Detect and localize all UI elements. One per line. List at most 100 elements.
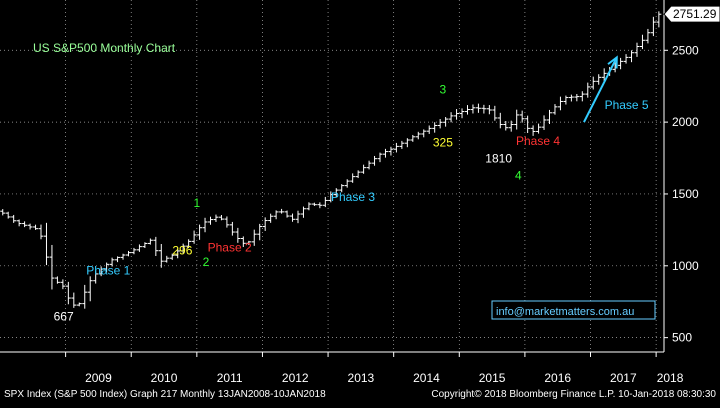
chart-title: US S&P500 Monthly Chart [33,41,176,55]
ohlc-bar [16,219,22,227]
watermark-box[interactable]: info@marketmatters.com.au [491,300,656,320]
ohlc-bar [623,54,629,64]
annotation-label: 3 [440,82,447,96]
ohlc-bar [180,243,186,254]
ohlc-bar [404,138,410,148]
ohlc-bar [251,229,257,246]
last-price-label: 2751.29 [673,7,717,21]
x-tick-label: 2013 [348,371,375,385]
ohlc-bar [169,253,175,260]
ohlc-bar [93,270,99,284]
ohlc-bar [54,276,60,284]
ohlc-bar [322,196,328,208]
ohlc-bar [5,211,11,219]
annotation-label: 667 [54,309,74,323]
ohlc-bar [650,16,656,37]
ohlc-bar [361,164,367,174]
axes: 500 1000 1500 2000 2500 2009 2010 2011 2012 2013 2… [0,0,720,385]
ohlc-bar [470,104,476,114]
ohlc-bar [552,104,558,115]
ohlc-bar [109,257,115,267]
x-tick-label: 2011 [217,371,243,385]
ohlc-bar [421,129,427,138]
ohlc-bar [645,28,651,44]
ohlc-bar [634,42,640,57]
ohlc-bar [481,104,487,114]
y-tick-label: 2500 [672,43,699,57]
ohlc-bar [601,68,607,82]
ohlc-bar [393,142,399,153]
ohlc-bar [536,123,542,134]
x-tick-label: 2017 [610,371,637,385]
ohlc-bar [22,221,28,228]
x-tick-label: 2009 [85,371,112,385]
y-tick-label: 1000 [672,259,699,273]
annotation-label: 1810 [485,151,512,165]
ohlc-bar [300,206,306,218]
ohlc-bar [557,96,563,111]
ohlc-bar [98,266,104,277]
ohlc-bar [158,244,164,268]
ohlc-bar [432,122,438,133]
ohlc-bar [333,188,339,198]
ohlc-bar [503,120,509,131]
annotation-label: 4 [515,169,522,183]
ohlc-bar [246,240,252,245]
ohlc-bar [131,247,137,255]
ohlc-bar [579,91,585,102]
watermark-text: info@marketmatters.com.au [496,306,634,318]
ohlc-bar [443,116,449,127]
annotation-label: 2 [203,255,210,269]
ohlc-bar [388,146,394,156]
ohlc-bar [38,224,44,240]
ohlc-bar [0,209,6,216]
ohlc-bar [125,250,131,257]
ohlc-bar [530,125,536,136]
ohlc-bar [142,242,148,249]
ohlc-bar [519,110,525,123]
ohlc-bar [629,50,635,63]
ohlc-bar [541,115,547,130]
ohlc-bar [147,238,153,245]
ohlc-bar [290,213,296,222]
ohlc-bar [339,184,345,193]
ohlc-bar [372,155,378,166]
grid-lines [0,0,664,352]
ohlc-bar [49,244,55,290]
ohlc-bar [382,148,388,158]
ohlc-bar [191,230,197,244]
annotation-label: 325 [433,136,453,150]
annotation-label: 296 [172,243,192,257]
ohlc-bar [585,82,591,98]
last-price-marker [663,5,720,23]
ohlc-bars [0,11,662,309]
ohlc-bar [459,108,465,119]
ohlc-bar [240,236,246,248]
annotation-label: Phase 1 [86,263,130,277]
ohlc-bar [596,74,602,85]
ohlc-bar [284,210,290,218]
ohlc-bar [27,223,33,230]
ohlc-bar [235,227,241,243]
footer-right-text: Copyright© 2018 Bloomberg Finance L.P. 1… [431,389,716,400]
ohlc-bar [525,115,531,133]
ohlc-bar [224,216,230,228]
ohlc-bar [568,94,574,102]
ohlc-bar [279,208,285,214]
ohlc-bar [197,224,203,240]
ohlc-bar [76,302,82,307]
ohlc-bar [355,170,361,179]
ohlc-bar [514,109,520,130]
footer-bar: SPX Index (S&P 500 Index) Graph 217 Mont… [0,387,720,403]
ohlc-bar [475,103,481,113]
ohlc-bar [492,105,498,121]
annotation-label: Phase 5 [605,98,649,112]
ohlc-bar [497,112,503,129]
ohlc-bar [295,210,301,224]
ohlc-bar [87,276,93,302]
ohlc-bar [229,221,235,236]
ohlc-bar [268,213,274,223]
x-tick-label: 2012 [282,371,309,385]
ohlc-bar [574,93,580,102]
